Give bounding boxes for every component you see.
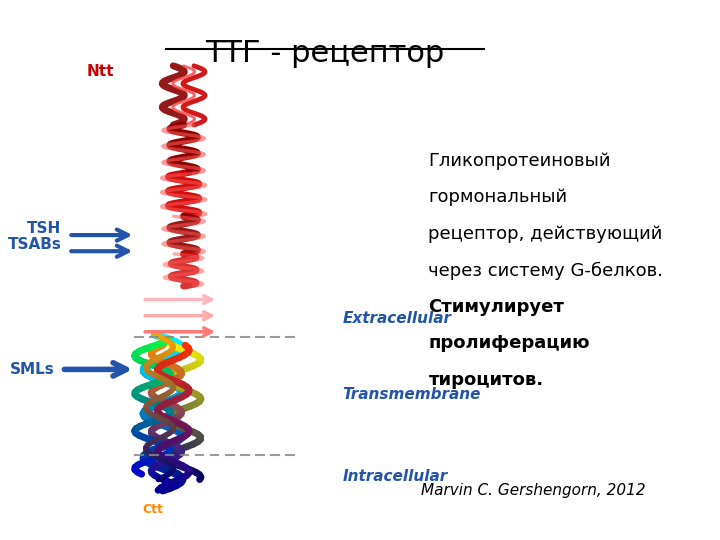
Text: Ntt: Ntt xyxy=(87,64,114,79)
Text: TSH: TSH xyxy=(27,221,62,235)
Text: Transmembrane: Transmembrane xyxy=(342,387,481,402)
Text: тироцитов.: тироцитов. xyxy=(428,371,544,389)
Text: Extracellular: Extracellular xyxy=(342,311,451,326)
Text: TSABs: TSABs xyxy=(8,237,62,252)
Text: Intracellular: Intracellular xyxy=(342,469,447,484)
Text: Гликопротеиновый: Гликопротеиновый xyxy=(428,152,611,170)
Text: Стимулирует: Стимулирует xyxy=(428,298,564,316)
Text: через систему G-белков.: через систему G-белков. xyxy=(428,261,663,280)
Text: рецептор, действующий: рецептор, действующий xyxy=(428,225,662,243)
Text: гормональный: гормональный xyxy=(428,188,567,206)
Text: ТТГ - рецептор: ТТГ - рецептор xyxy=(205,39,444,68)
Text: Ctt: Ctt xyxy=(142,503,163,516)
Text: SMLs: SMLs xyxy=(10,362,55,377)
Text: пролиферацию: пролиферацию xyxy=(428,334,590,353)
Text: Marvin C. Gershengorn, 2012: Marvin C. Gershengorn, 2012 xyxy=(421,483,646,498)
